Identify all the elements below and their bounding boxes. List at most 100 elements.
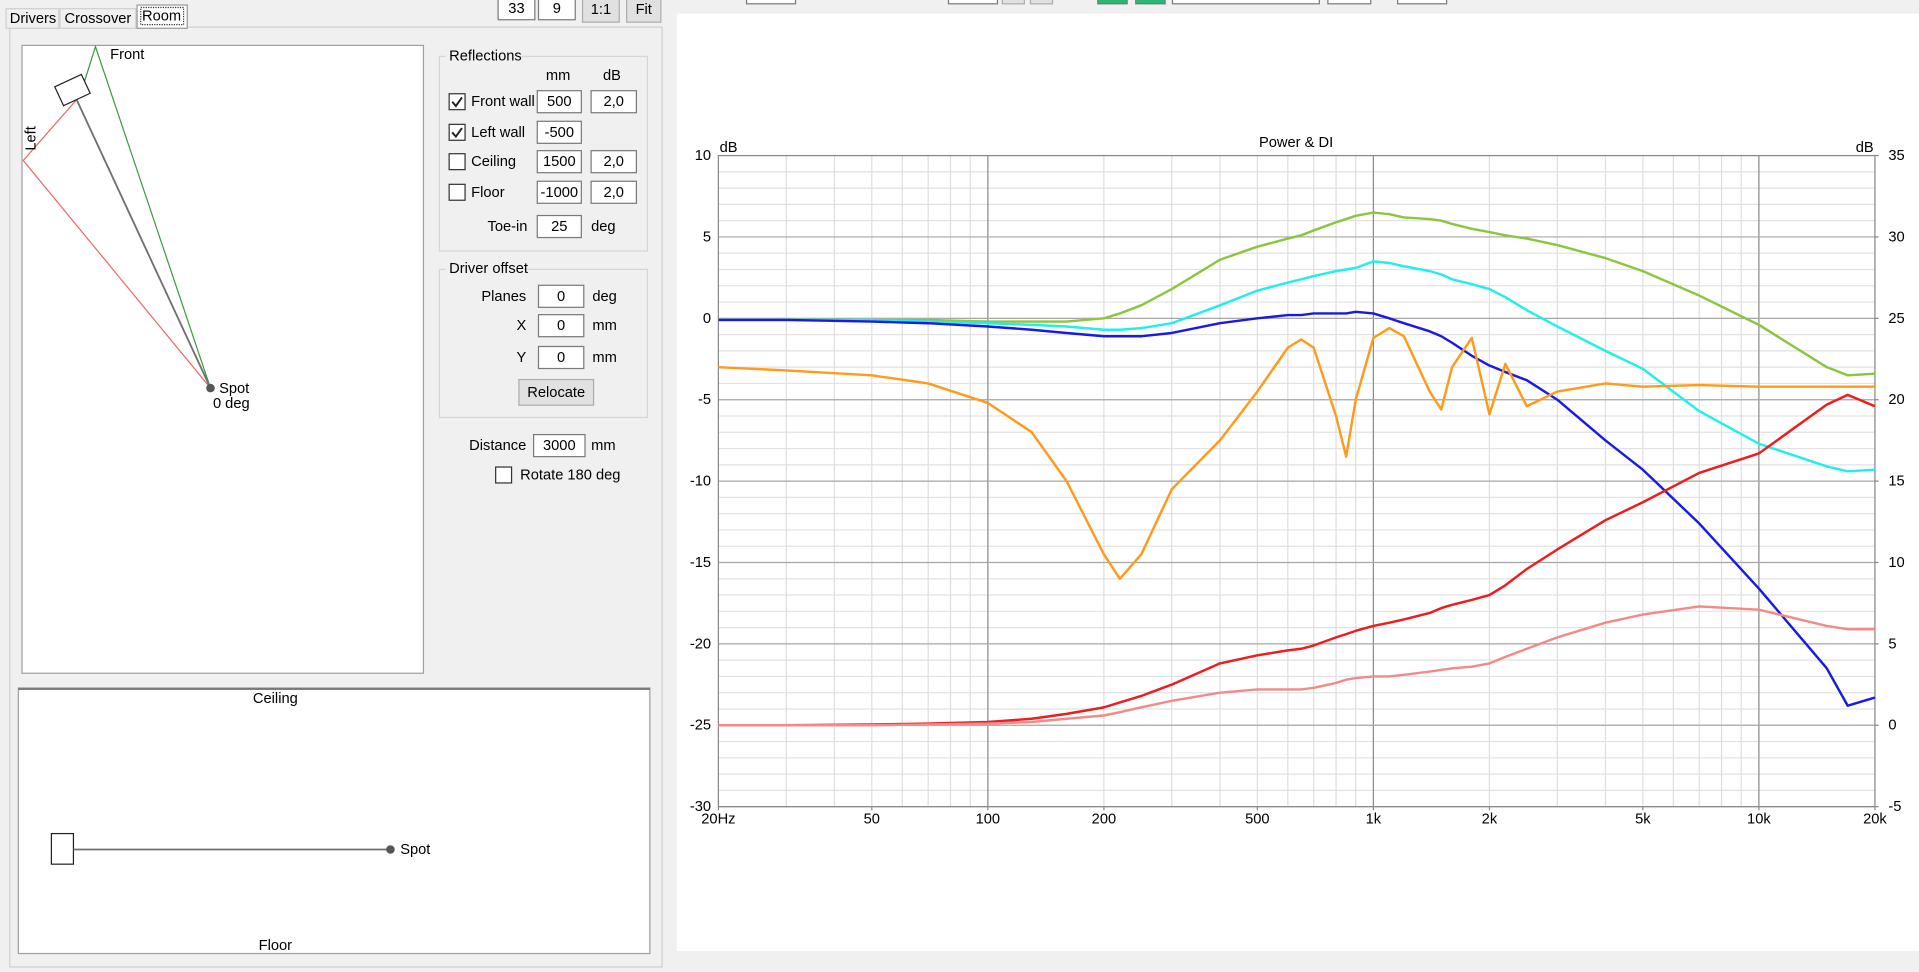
input-value[interactable]: 2,0 <box>604 185 624 201</box>
y-tick-label: 10 <box>695 148 711 164</box>
number-input[interactable] <box>537 0 576 21</box>
cut-off-input[interactable] <box>1397 0 1448 5</box>
cut-off-input[interactable] <box>1327 0 1372 5</box>
text-input[interactable] <box>590 180 638 204</box>
chart-title: Power & DI <box>1259 135 1333 151</box>
text-input[interactable] <box>537 314 585 338</box>
listening-spot[interactable] <box>206 383 215 393</box>
checkbox[interactable] <box>448 153 466 171</box>
series-line <box>718 310 1876 707</box>
button-label[interactable]: 1:1 <box>591 2 611 18</box>
input-value[interactable]: 0 <box>557 289 565 305</box>
controls: Front wall 500 2,0 Left wall -500 Ceiling 1500… <box>448 90 638 484</box>
focus-rect <box>140 6 185 26</box>
plot-frame <box>717 154 1876 808</box>
text-input[interactable] <box>590 150 638 174</box>
button[interactable] <box>518 378 595 406</box>
spot-label: Spot <box>219 381 249 397</box>
cut-off-button[interactable] <box>1097 0 1128 5</box>
cut-off-input[interactable] <box>947 0 999 5</box>
text-input[interactable] <box>590 90 638 114</box>
cut-off-input[interactable] <box>745 0 797 5</box>
tab[interactable] <box>59 8 137 29</box>
input-value[interactable]: 1500 <box>543 154 576 170</box>
text-input[interactable] <box>532 433 586 458</box>
input-value[interactable]: -1000 <box>541 185 579 201</box>
cut-off-button[interactable] <box>1001 0 1025 5</box>
group-title-bg <box>445 49 522 64</box>
input-value[interactable]: -500 <box>545 125 574 141</box>
text-input[interactable] <box>536 180 582 204</box>
group-title: Driver offset <box>449 261 528 277</box>
text-input[interactable] <box>537 345 585 370</box>
button[interactable] <box>581 0 620 23</box>
label: deg <box>592 289 616 305</box>
input-value[interactable]: 0 <box>557 318 565 334</box>
y-tick-label: -5 <box>698 392 711 408</box>
speaker[interactable] <box>53 73 91 107</box>
label: Toe-in <box>488 219 528 235</box>
tab-label[interactable]: Crossover <box>64 11 131 27</box>
chart: Power & DI dB dB -30 -25 -20 -15 -10 -5 0 5 10 -5… <box>690 135 1905 827</box>
x-tick-label: 50 <box>864 811 880 827</box>
listening-spot[interactable] <box>386 845 395 854</box>
text-input[interactable] <box>536 120 582 144</box>
label: X <box>516 318 526 334</box>
y2-tick-label: 30 <box>1888 229 1904 245</box>
checkbox[interactable] <box>448 183 466 201</box>
checkbox[interactable] <box>495 466 513 484</box>
x-tick-label: 1k <box>1366 811 1382 827</box>
cut-off-button[interactable] <box>1135 0 1166 5</box>
input-value[interactable]: 2,0 <box>604 154 624 170</box>
tab-label[interactable]: Drivers <box>10 11 56 27</box>
cut-off-input[interactable] <box>1171 0 1320 5</box>
input-value[interactable]: 25 <box>551 219 567 235</box>
room-side-view[interactable] <box>17 687 651 955</box>
x-tick-label: 5k <box>1635 811 1651 827</box>
series-line <box>718 211 1876 377</box>
button-label[interactable]: Relocate <box>527 385 585 401</box>
checkbox[interactable] <box>448 93 466 111</box>
column-header: dB <box>603 68 621 84</box>
text-input[interactable] <box>536 214 582 239</box>
x-tick-label: 20Hz <box>701 811 735 827</box>
cut-off-button[interactable] <box>1029 0 1054 5</box>
button[interactable] <box>626 0 662 23</box>
speaker[interactable] <box>50 832 75 865</box>
input-value[interactable]: 33 <box>508 1 524 17</box>
label: Left wall <box>471 125 525 141</box>
input-value[interactable]: 3000 <box>543 438 576 454</box>
y2-tick-label: 10 <box>1888 555 1904 571</box>
label: Floor <box>471 185 505 201</box>
input-value[interactable]: 500 <box>547 94 571 110</box>
tab[interactable] <box>5 8 60 29</box>
text-input[interactable] <box>537 284 585 308</box>
text-input[interactable] <box>536 150 582 174</box>
tab-selected[interactable] <box>136 4 188 29</box>
y2-tick-label: 15 <box>1888 474 1904 490</box>
y-tick-label: -10 <box>690 474 711 490</box>
number-input[interactable] <box>497 0 536 21</box>
y2-axis-label: dB <box>1856 140 1874 156</box>
y2-tick-label: 20 <box>1888 392 1904 408</box>
y-tick-label: -20 <box>690 636 711 652</box>
label: Front wall <box>471 94 535 110</box>
checkbox[interactable] <box>448 123 466 141</box>
room-top-view[interactable] <box>21 44 425 674</box>
y2-tick-label: 35 <box>1888 148 1904 164</box>
y2-tick-label: 25 <box>1888 311 1904 327</box>
group-box <box>438 55 649 252</box>
text-input[interactable] <box>536 90 582 114</box>
checkmark <box>451 127 463 139</box>
wall-label: Left <box>24 126 40 150</box>
input-value[interactable]: 0 <box>557 350 565 366</box>
input-value[interactable]: 9 <box>553 1 561 17</box>
y2-tick-label: 0 <box>1888 718 1896 734</box>
tab-label[interactable]: Room <box>142 9 181 25</box>
label: Rotate 180 deg <box>520 467 620 483</box>
x-tick-label: 500 <box>1245 811 1269 827</box>
label: deg <box>591 219 615 235</box>
input-value[interactable]: 2,0 <box>604 94 624 110</box>
y-axis-label: dB <box>720 140 738 156</box>
button-label[interactable]: Fit <box>636 2 652 18</box>
